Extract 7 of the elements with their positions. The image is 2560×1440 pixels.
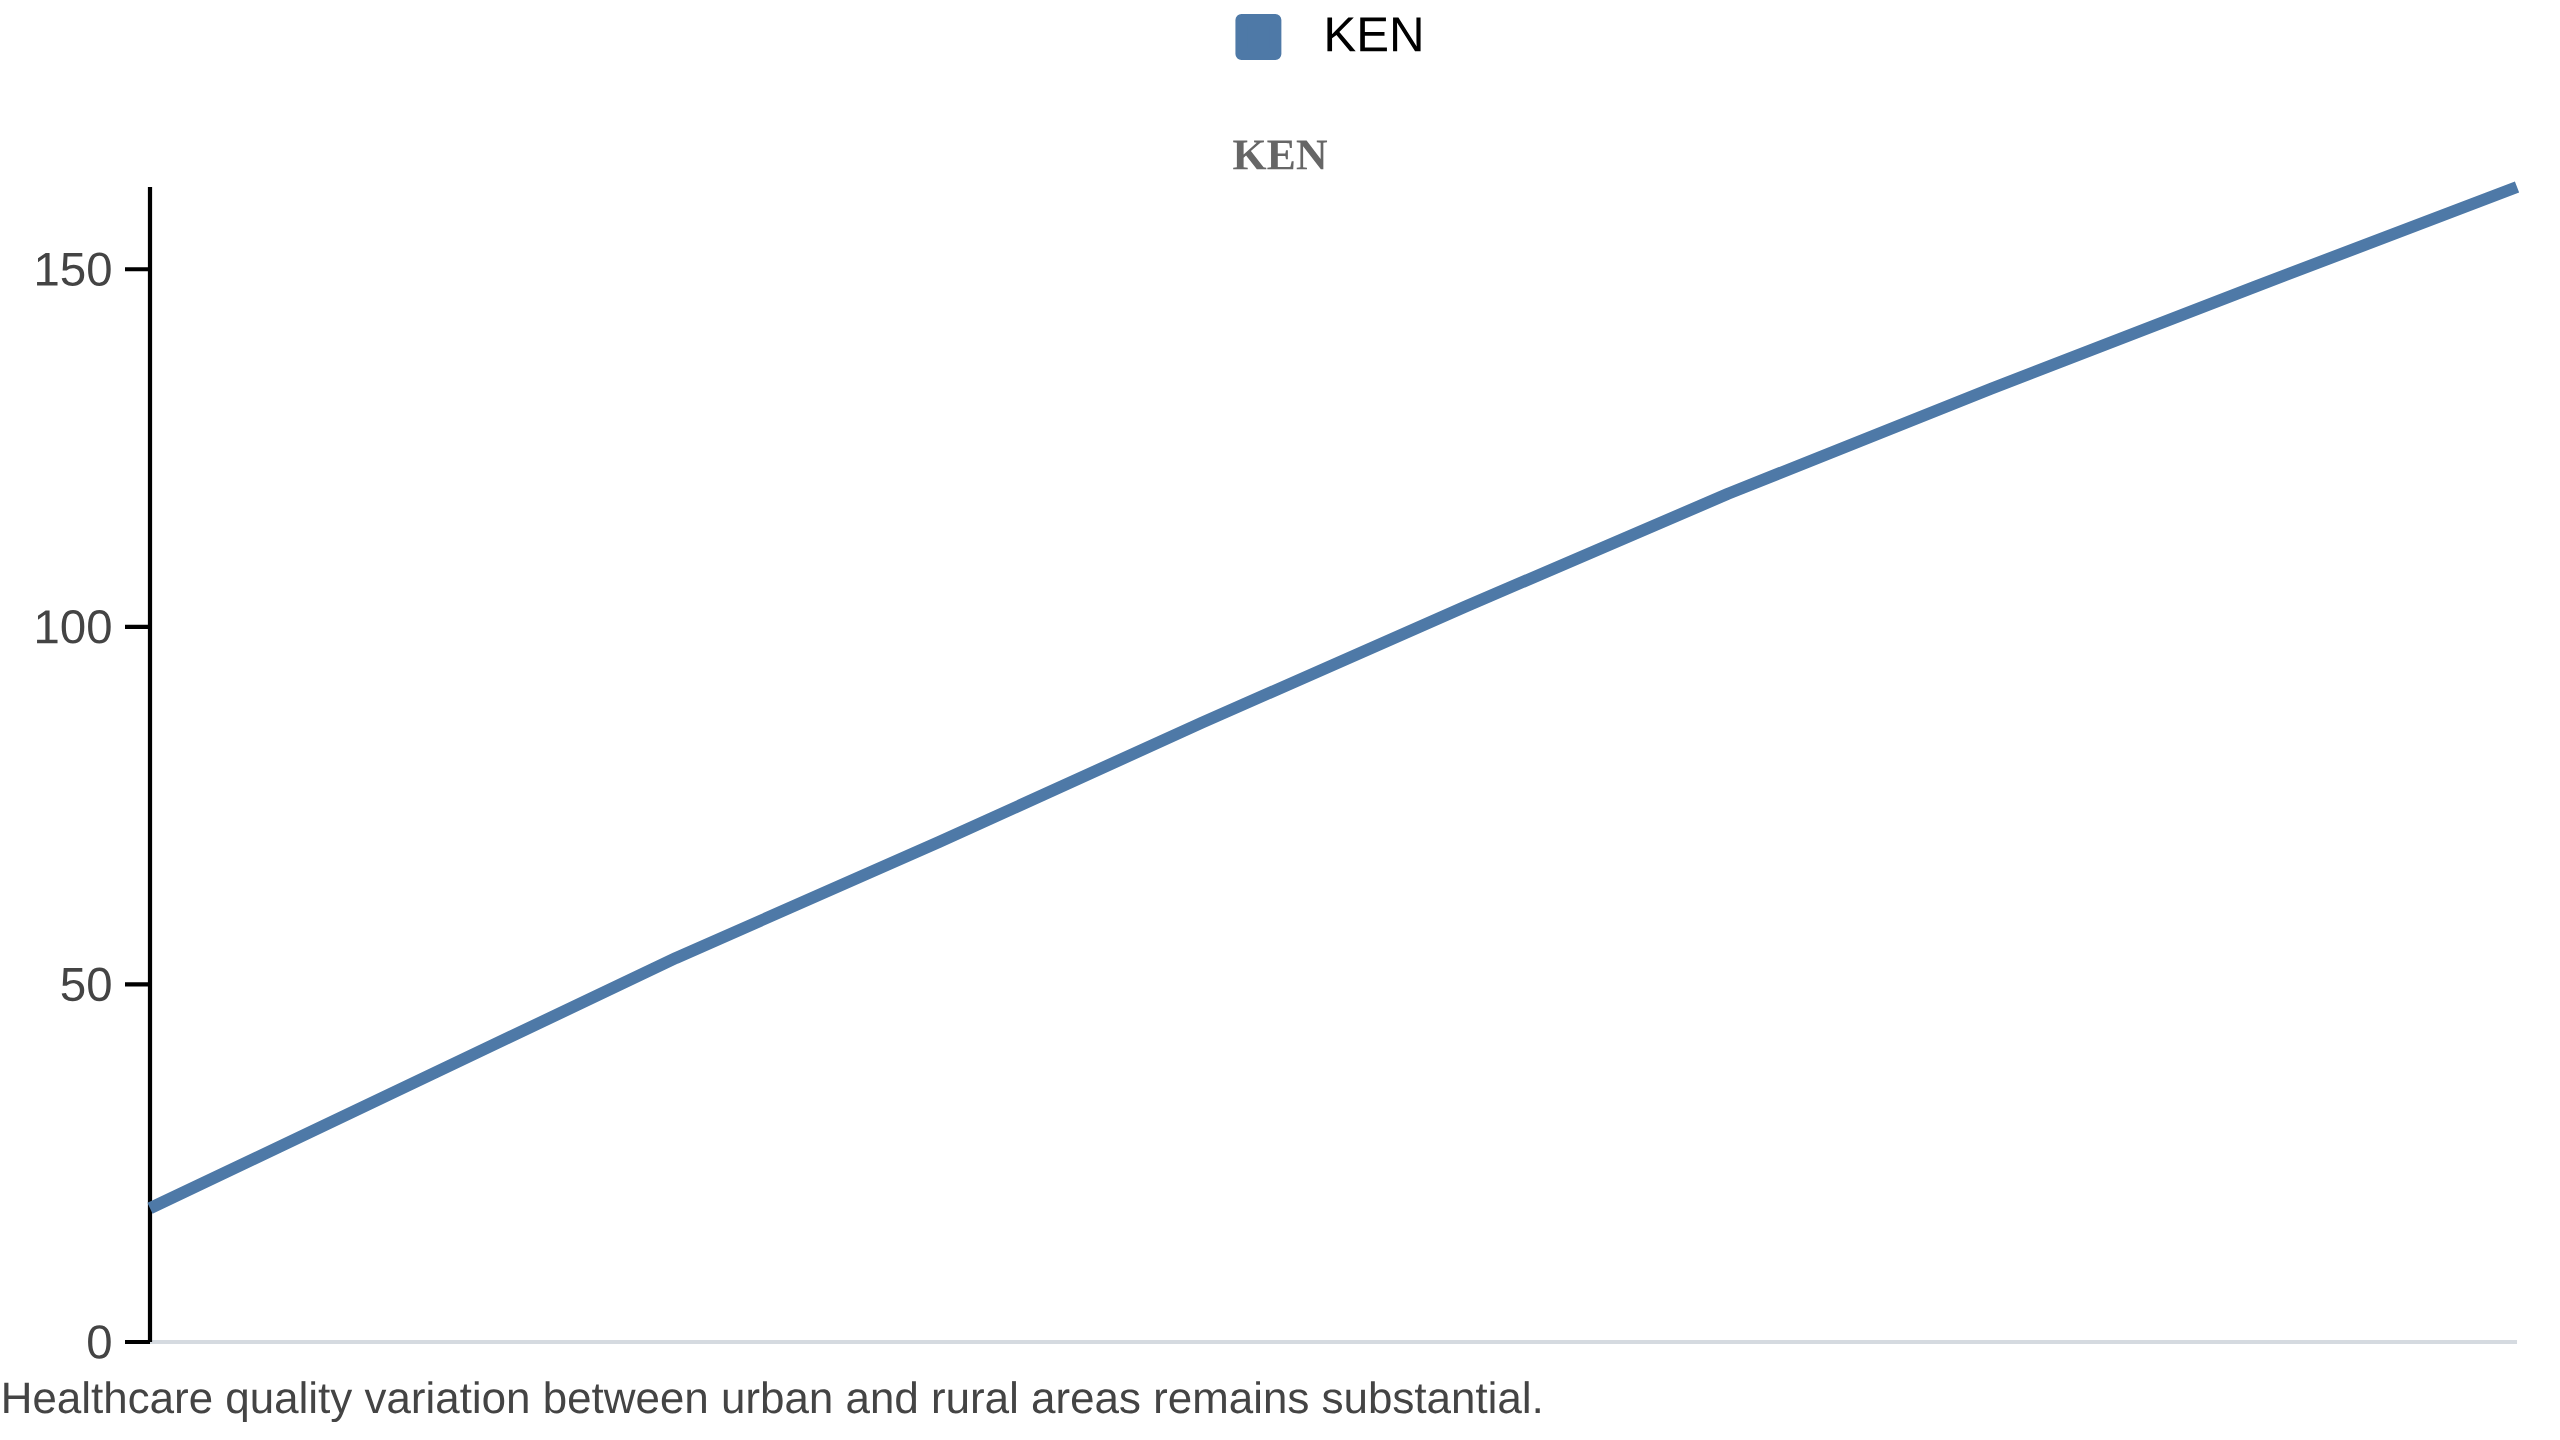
legend-label: KEN [1327,17,1421,52]
chart-title: KEN [1233,140,1328,170]
y-tick-label: 100 [37,610,111,644]
y-tick-label: 150 [37,252,111,287]
text: Healthcare quality variation between urban and rural areas remains substantial. [4,1381,1540,1423]
y-tick-label: 50 [61,967,111,1002]
y-tick-label: 0 [88,1325,111,1359]
